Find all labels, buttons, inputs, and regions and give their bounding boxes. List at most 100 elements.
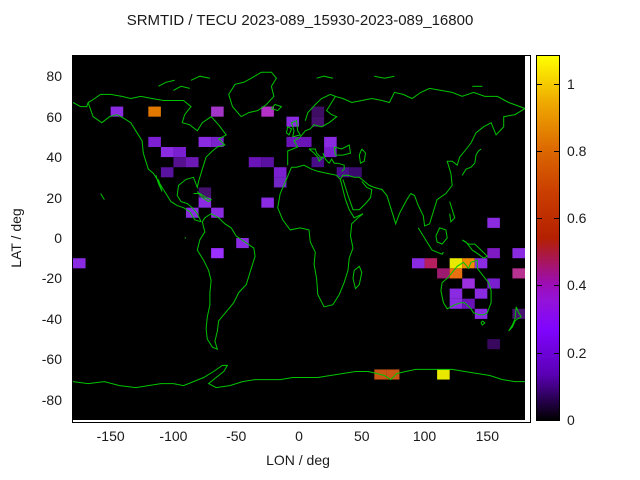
heatmap-cell: [487, 217, 500, 228]
coastline-tasmania: [480, 320, 486, 326]
coastline-caspian: [358, 148, 367, 164]
y-tick-label: 20: [46, 189, 62, 206]
heatmap-cell: [462, 258, 475, 269]
heatmap-cell: [462, 278, 475, 289]
heatmap-cell: [286, 136, 299, 147]
heatmap-cell: [173, 157, 186, 168]
heatmap-cell: [412, 258, 425, 269]
heatmap-cell: [160, 147, 174, 158]
coastline-cuba: [193, 191, 213, 203]
coastline-asia_north: [361, 87, 525, 110]
heatmap-cell: [261, 106, 274, 117]
colorbar-tick-mark: [537, 218, 542, 220]
heatmap-cell: [474, 258, 488, 269]
coastline-asia_east: [410, 108, 525, 227]
heatmap-cell: [211, 207, 224, 218]
heatmap-cell: [148, 106, 161, 117]
x-tick-label: 0: [295, 428, 303, 444]
heatmap-cell: [449, 258, 463, 269]
heatmap-cell: [324, 136, 337, 147]
heatmap-cell: [211, 248, 224, 259]
x-axis-title: LON / deg: [266, 452, 330, 468]
y-axis-title: LAT / deg: [8, 208, 24, 268]
heatmap-cell: [512, 268, 525, 279]
heatmap-cell: [386, 369, 400, 380]
coastline-new_guinea: [461, 239, 489, 259]
coastline-arabia: [342, 179, 373, 211]
x-tick-label: 100: [412, 428, 437, 444]
y-tick-label: 40: [46, 149, 62, 166]
heatmap-cell: [311, 116, 325, 127]
heatmap-cell: [324, 147, 337, 158]
colorbar-tick-label: 0.2: [567, 344, 587, 361]
coastline-arctic_islands_1: [173, 85, 190, 91]
heatmap-cell: [236, 238, 249, 249]
y-tick-label: -60: [41, 351, 62, 368]
coastline-africa: [277, 164, 364, 308]
coastline-italy: [308, 148, 325, 163]
coastline-severnaya_zemlya: [374, 75, 395, 79]
heatmap-cell: [198, 136, 212, 147]
colorbar-tick-mark: [554, 352, 559, 354]
coastline-uk: [290, 119, 302, 138]
x-tick-label: 50: [353, 428, 370, 444]
heatmap-cell: [449, 288, 463, 299]
colorbar-tick-mark: [554, 150, 559, 152]
coastline-na_east: [87, 93, 227, 223]
heatmap-cell: [186, 207, 199, 218]
heatmap-cell: [160, 167, 174, 178]
heatmap-cell: [248, 157, 262, 168]
colorbar-tick-mark: [554, 83, 559, 85]
coastline-scandinavia_west: [304, 93, 336, 121]
coastline-antarctica: [73, 364, 525, 389]
colorbar-tick-label: 0: [567, 412, 575, 428]
coastline-greenland: [228, 71, 278, 118]
chart-title: SRMTID / TECU 2023-089_15930-2023-089_16…: [126, 12, 474, 29]
coastline-new_zealand: [508, 306, 522, 332]
heatmap-cell: [449, 298, 463, 309]
colorbar-tick-mark: [537, 285, 542, 287]
y-tick-label: -20: [41, 270, 62, 287]
heatmap-cell: [487, 278, 500, 289]
heatmap-cell: [148, 136, 161, 147]
colorbar-tick-mark: [537, 83, 542, 85]
coastline-baja: [155, 175, 163, 192]
heatmap-cell: [186, 157, 199, 168]
coastline-arctic_islands_2: [158, 79, 175, 87]
colorbar-tick-label: 1: [567, 75, 575, 92]
heatmap-cell: [110, 106, 124, 117]
heatmap-cell: [449, 268, 463, 279]
colorbar-tick-label: 0.6: [567, 210, 587, 227]
y-tick-label: 60: [46, 108, 62, 125]
heatmap-cell: [173, 147, 186, 158]
y-tick-label: -40: [41, 310, 62, 327]
colorbar-tick-label: 0.4: [567, 277, 587, 294]
coastline-bering: [73, 102, 89, 108]
x-tick-label: -50: [226, 428, 247, 444]
heatmap-cell: [273, 167, 287, 178]
heatmap-cell: [474, 288, 488, 299]
coastline-sumatra_java: [417, 227, 444, 255]
coastline-svalbard: [316, 75, 334, 79]
heatmap-cell: [73, 258, 86, 269]
heatmap-cell: [474, 308, 488, 319]
y-tick-label: 80: [46, 68, 62, 85]
coastline-borneo: [435, 227, 448, 245]
heatmap-cell: [349, 167, 362, 178]
colorbar-tick-mark: [554, 218, 559, 220]
map-plot-area: [72, 55, 531, 423]
heatmap-cell: [198, 187, 212, 198]
heatmap-cell: [311, 106, 325, 117]
colorbar-tick-mark: [537, 150, 542, 152]
coastline-europe_north: [287, 95, 362, 166]
heatmap-cell: [261, 157, 274, 168]
heatmap-cell: [487, 339, 500, 350]
coastline-greece_turkey: [322, 152, 345, 172]
heatmap-cell: [462, 298, 475, 309]
coastline-south_america: [196, 213, 256, 351]
heatmap-cell: [512, 308, 525, 319]
colorbar-tick-mark: [554, 285, 559, 287]
coastline-iceland: [271, 103, 283, 112]
coastline-ireland: [285, 126, 293, 136]
heatmap-cell: [273, 177, 287, 188]
